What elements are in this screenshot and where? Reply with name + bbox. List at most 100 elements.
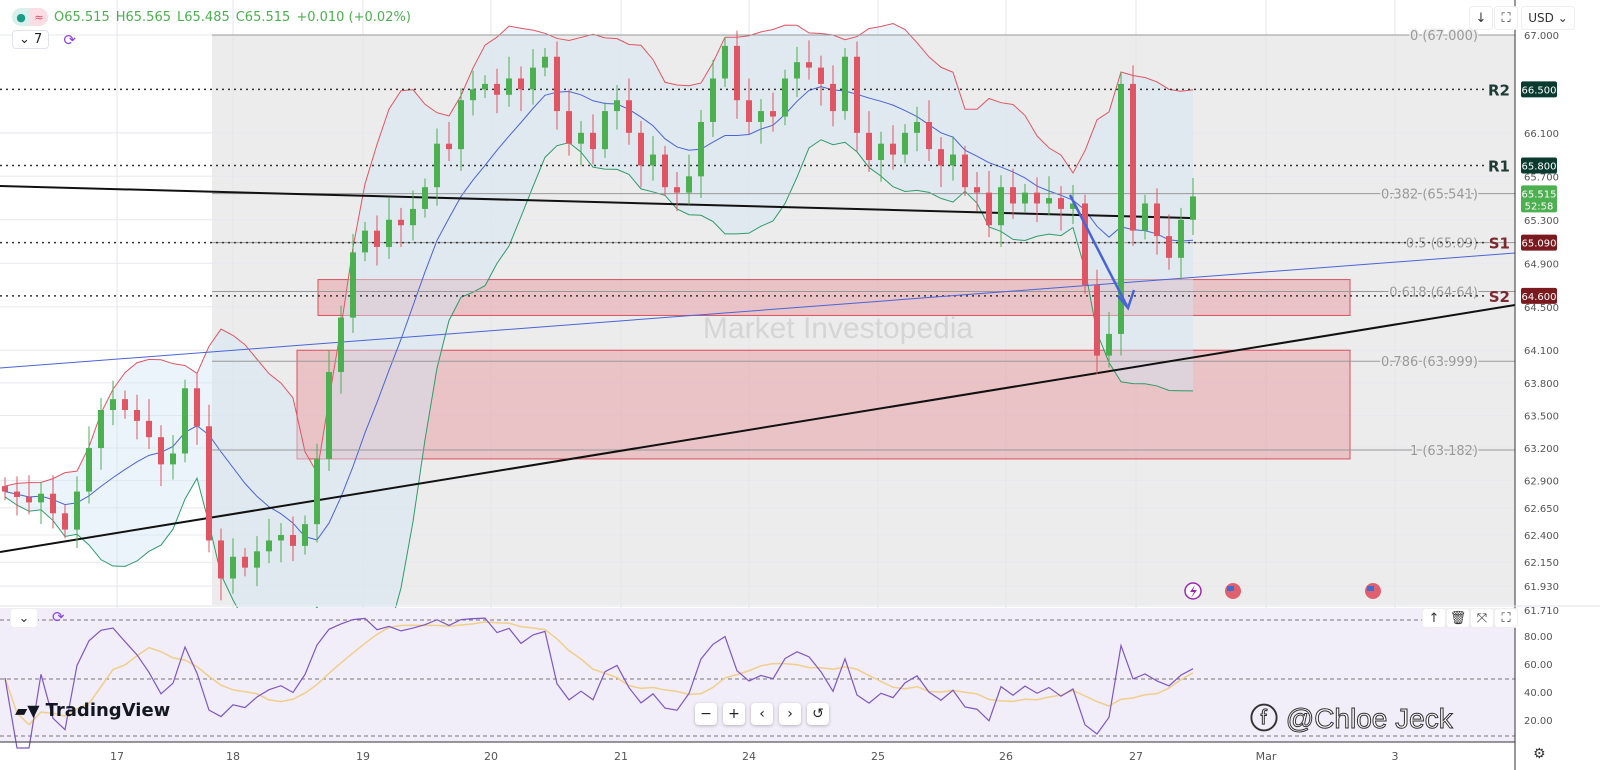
price-tick: 64.500 bbox=[1524, 303, 1559, 314]
candle bbox=[926, 121, 932, 150]
candle bbox=[782, 78, 788, 117]
candle bbox=[254, 551, 260, 568]
currency-label: USD bbox=[1528, 11, 1554, 25]
scroll-right-button[interactable]: › bbox=[779, 703, 801, 725]
price-tag bbox=[1521, 287, 1557, 304]
fullscreen-icon[interactable]: ⛶ bbox=[1494, 6, 1518, 30]
candle bbox=[1142, 203, 1148, 231]
candle bbox=[602, 111, 608, 150]
arrow-down-icon[interactable]: ↓ bbox=[1469, 6, 1493, 30]
fib-label: 1 (63.182) bbox=[1410, 444, 1478, 459]
scroll-left-button[interactable]: ‹ bbox=[751, 703, 773, 725]
candle bbox=[914, 121, 920, 133]
zoom-controls: − + ‹ › ↺ bbox=[695, 703, 829, 725]
candle bbox=[278, 535, 284, 541]
rsi-tick: 60.00 bbox=[1524, 660, 1553, 671]
tradingview-logo[interactable]: ▰▼ TradingView bbox=[15, 700, 171, 721]
candle bbox=[854, 56, 860, 133]
arrow-icon[interactable] bbox=[1068, 194, 1136, 311]
candle bbox=[698, 121, 704, 177]
candle bbox=[386, 219, 392, 247]
currency-select[interactable]: USD ⌄ bbox=[1521, 6, 1575, 30]
collapse-pane-icon[interactable]: ⤧ bbox=[1470, 608, 1494, 628]
market-open-icon: ● bbox=[12, 8, 30, 26]
current-price-tag bbox=[1521, 185, 1557, 213]
candle bbox=[494, 83, 500, 95]
price-tag bbox=[1521, 157, 1557, 174]
symbol-status[interactable]: ● ≈ bbox=[12, 8, 48, 26]
author-watermark: ⓕ @Chloe Jeck bbox=[1250, 703, 1454, 735]
reset-button[interactable]: ↺ bbox=[807, 703, 829, 725]
trendline-lower[interactable] bbox=[0, 304, 1516, 553]
zoom-in-button[interactable]: + bbox=[723, 703, 745, 725]
price-tick: 64.900 bbox=[1524, 259, 1559, 270]
price-tick: 67.000 bbox=[1524, 31, 1559, 42]
rsi-refresh-icon[interactable]: ⟳ bbox=[52, 608, 65, 626]
rsi-tick: 20.00 bbox=[1524, 716, 1553, 727]
fib-background bbox=[212, 35, 1515, 605]
data-delay-icon: ≈ bbox=[30, 8, 48, 26]
candle bbox=[458, 100, 464, 150]
candle bbox=[1106, 333, 1112, 356]
bollinger-upper bbox=[4, 22, 1194, 487]
settings-icon[interactable]: ⚙ bbox=[1533, 746, 1546, 762]
price-tick: 64.100 bbox=[1524, 346, 1559, 357]
candle bbox=[638, 132, 644, 166]
candle bbox=[134, 410, 140, 421]
time-tick: 26 bbox=[999, 750, 1013, 763]
move-pane-up-icon[interactable]: ↑ bbox=[1422, 608, 1446, 628]
time-tick: 18 bbox=[226, 750, 240, 763]
candle bbox=[734, 45, 740, 101]
us-flag-icon[interactable] bbox=[1365, 583, 1381, 599]
candle bbox=[542, 56, 548, 68]
price-tick: 62.400 bbox=[1524, 531, 1559, 542]
candle bbox=[158, 437, 164, 465]
price-tick: 61.930 bbox=[1524, 582, 1559, 593]
candle bbox=[866, 132, 872, 161]
candle bbox=[1010, 187, 1016, 204]
candle bbox=[890, 143, 896, 155]
candle bbox=[1118, 83, 1124, 334]
indicators-collapse-button[interactable]: ⌄ 7 bbox=[12, 30, 50, 49]
logo-text: TradingView bbox=[45, 700, 171, 721]
refresh-icon[interactable]: ⟳ bbox=[63, 30, 76, 49]
maximize-pane-icon[interactable]: ⛶ bbox=[1494, 608, 1518, 628]
rsi-line bbox=[4, 617, 1194, 749]
candle bbox=[962, 154, 968, 188]
candle bbox=[122, 399, 128, 411]
candle bbox=[806, 62, 812, 68]
candle bbox=[62, 513, 68, 530]
candle bbox=[398, 219, 404, 226]
zoom-out-button[interactable]: − bbox=[695, 703, 717, 725]
candle bbox=[434, 143, 440, 188]
candle bbox=[530, 67, 536, 90]
rsi-collapse-button[interactable]: ⌄ bbox=[10, 608, 38, 628]
candle bbox=[614, 100, 620, 112]
lightning-icon[interactable] bbox=[1184, 582, 1202, 600]
trendline-blue[interactable] bbox=[0, 252, 1516, 369]
bollinger-basis bbox=[4, 86, 1194, 541]
fib-label: 0.382 (65.541) bbox=[1381, 188, 1478, 203]
candle bbox=[590, 132, 596, 150]
fib-label: 0.5 (65.09) bbox=[1406, 237, 1478, 252]
price-tag-label: 65.090 bbox=[1522, 239, 1557, 250]
candle bbox=[626, 100, 632, 133]
price-tick: 63.200 bbox=[1524, 444, 1559, 455]
time-tick: 24 bbox=[742, 750, 756, 763]
us-flag-icon[interactable] bbox=[1225, 583, 1241, 599]
candle bbox=[302, 524, 308, 546]
candle bbox=[758, 111, 764, 122]
candle bbox=[290, 535, 296, 546]
candle bbox=[554, 56, 560, 112]
price-tag bbox=[1521, 81, 1557, 98]
candle bbox=[50, 493, 56, 514]
delete-pane-icon[interactable]: 🗑 bbox=[1446, 608, 1470, 628]
bar-countdown: 52:58 bbox=[1525, 201, 1554, 212]
candle bbox=[470, 89, 476, 101]
rsi-tick: 40.00 bbox=[1524, 688, 1553, 699]
candle bbox=[1190, 196, 1196, 220]
candle bbox=[950, 154, 956, 166]
price-tag-label: 65.800 bbox=[1522, 161, 1557, 172]
candle bbox=[230, 556, 236, 579]
